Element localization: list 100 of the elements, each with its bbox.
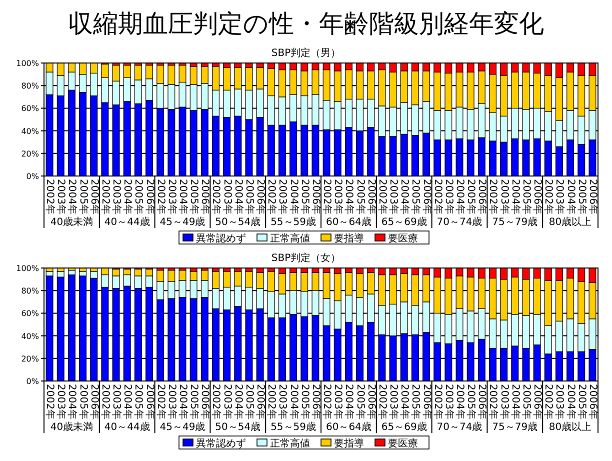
x-tick-label: 2003年: [332, 179, 344, 214]
x-tick-label: 2002年: [99, 179, 112, 214]
x-tick-label: 2005年: [410, 384, 422, 420]
x-tick-label: 2002年: [99, 384, 112, 420]
y-tick-label: 40%: [21, 126, 40, 136]
x-tick-label: 2003年: [55, 384, 68, 420]
x-tick-label: 2006年: [365, 384, 378, 420]
x-tick-label: 2003年: [498, 179, 510, 214]
x-tick-label: 2002年: [210, 179, 222, 214]
x-tick-label: 2004年: [454, 179, 466, 214]
x-tick-label: 2003年: [442, 179, 455, 214]
y-tick-label: 80%: [21, 82, 40, 91]
x-tick-label: 2006年: [420, 179, 433, 214]
text: 80歳以上: [548, 421, 592, 433]
x-tick-label: 2006年: [420, 384, 433, 420]
x-tick-label: 2003年: [110, 179, 123, 214]
x-tick-label: 2002年: [376, 179, 388, 214]
x-tick-label: 2005年: [188, 179, 200, 214]
x-tick-label: 2006年: [254, 384, 267, 420]
x-tick-label: 2004年: [288, 179, 300, 214]
x-tick-label: 2004年: [398, 179, 411, 214]
x-tick-label: 2003年: [55, 179, 68, 214]
x-tick-label: 2005年: [298, 384, 311, 420]
text: 45～49歳: [160, 216, 206, 228]
legend-label: 要医療: [388, 438, 418, 450]
x-tick-label: 2006年: [586, 384, 599, 420]
x-tick-label: 2006年: [199, 179, 212, 214]
legend-label: 異常認めず: [196, 232, 246, 244]
text: 75～79歳: [492, 216, 538, 228]
x-tick-label: 2005年: [77, 384, 90, 420]
x-tick-label: 2003年: [221, 384, 234, 420]
y-tick-label: 20%: [21, 354, 40, 364]
x-tick-label: 2006年: [310, 179, 322, 214]
x-tick-label: 2002年: [376, 384, 388, 420]
y-tick-label: 60%: [21, 104, 40, 114]
y-tick-label: 100%: [16, 59, 40, 68]
text: 80歳以上: [548, 216, 592, 228]
x-tick-label: 2006年: [365, 179, 378, 214]
x-tick-label: 2005年: [465, 384, 478, 420]
legend-label: 要指導: [334, 232, 364, 244]
text: 55～59歳: [270, 216, 316, 228]
text: 75～79歳: [492, 421, 538, 433]
x-tick-label: 2002年: [210, 384, 222, 420]
y-tick-label: 20%: [21, 149, 40, 158]
x-tick-label: 2002年: [154, 179, 167, 214]
x-tick-label: 2003年: [442, 384, 455, 420]
x-tick-label: 2004年: [509, 384, 522, 420]
x-tick-label: 2003年: [166, 384, 178, 420]
x-tick-label: 2003年: [388, 384, 400, 420]
x-tick-label: 2002年: [542, 384, 555, 420]
x-tick-label: 2004年: [177, 179, 189, 214]
x-tick-label: 2005年: [243, 179, 256, 214]
x-tick-label: 2004年: [66, 384, 78, 420]
text: 50～54歳: [215, 421, 261, 433]
x-tick-label: 2006年: [144, 179, 156, 214]
x-tick-label: 2004年: [122, 384, 134, 420]
x-tick-label: 2006年: [476, 179, 488, 214]
x-tick-label: 2003年: [221, 179, 234, 214]
x-tick-label: 2002年: [44, 179, 56, 214]
x-tick-label: 2006年: [144, 384, 156, 420]
x-tick-label: 2004年: [66, 179, 78, 214]
x-tick-label: 2002年: [154, 384, 167, 420]
x-tick-label: 2005年: [520, 179, 532, 214]
x-tick-label: 2003年: [276, 179, 289, 214]
chart-subtitle: SBP判定（男）: [271, 47, 341, 59]
x-tick-label: 2003年: [554, 384, 566, 420]
x-tick-label: 2002年: [432, 179, 444, 214]
x-tick-label: 2005年: [132, 179, 145, 214]
x-tick-label: 2002年: [432, 384, 444, 420]
x-tick-label: 2006年: [310, 384, 322, 420]
y-tick-label: 80%: [21, 286, 40, 296]
x-tick-label: 2004年: [232, 179, 244, 214]
legend-label: 要指導: [334, 438, 364, 450]
x-tick-label: 2004年: [232, 384, 244, 420]
x-tick-label: 2006年: [254, 179, 267, 214]
x-tick-label: 2003年: [388, 179, 400, 214]
y-tick-label: 60%: [21, 309, 40, 318]
x-tick-label: 2005年: [354, 384, 366, 420]
text: 60～64歳: [326, 421, 372, 433]
legend-label: 要医療: [388, 232, 418, 244]
y-tick-label: 100%: [16, 264, 40, 273]
x-tick-label: 2004年: [343, 384, 356, 420]
x-tick-label: 2004年: [177, 384, 189, 420]
x-tick-label: 2003年: [166, 179, 178, 214]
x-tick-label: 2006年: [532, 384, 544, 420]
y-tick-label: 40%: [21, 332, 40, 341]
text: 70～74歳: [436, 421, 482, 433]
x-tick-label: 2003年: [498, 384, 510, 420]
x-tick-label: 2005年: [410, 179, 422, 214]
x-tick-label: 2003年: [554, 179, 566, 214]
x-tick-label: 2002年: [266, 179, 278, 214]
x-tick-label: 2005年: [520, 384, 532, 420]
text: 40歳未満: [50, 421, 94, 433]
x-tick-label: 2002年: [321, 384, 334, 420]
chart-title: 収縮期血圧判定の性・年齢階級別経年変化: [68, 9, 544, 38]
x-tick-label: 2006年: [476, 384, 488, 420]
text: 45～49歳: [160, 421, 206, 433]
y-tick-label: 0%: [26, 377, 40, 386]
x-tick-label: 2003年: [110, 384, 123, 420]
x-tick-label: 2004年: [454, 384, 466, 420]
